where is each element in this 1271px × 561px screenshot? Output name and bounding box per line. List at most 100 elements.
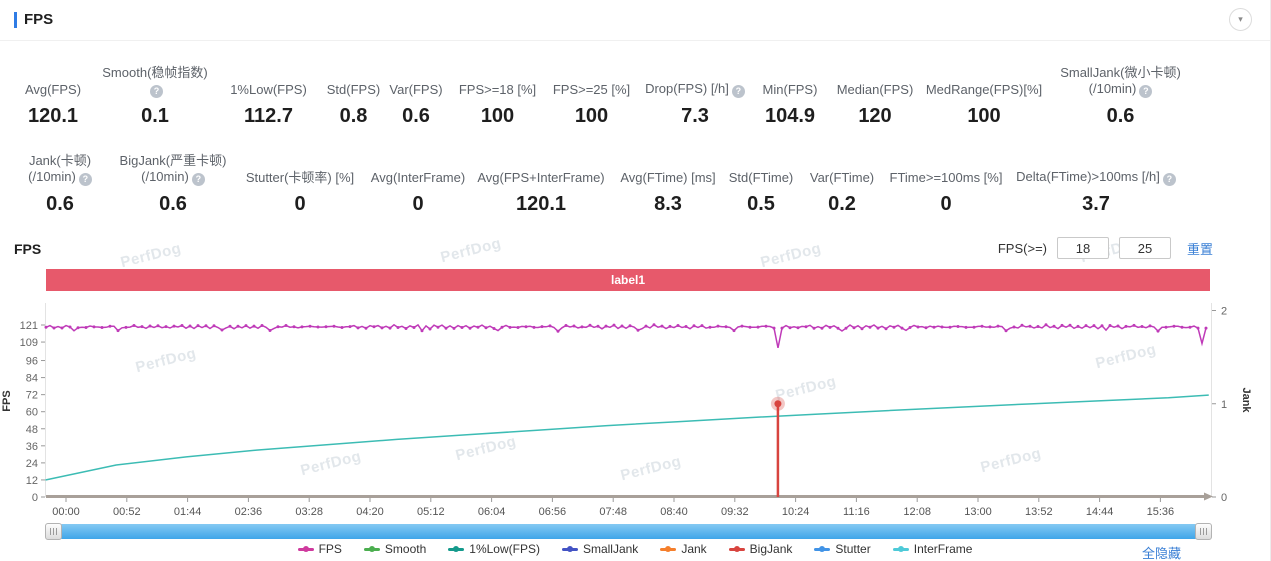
metric-cell: Jank(卡顿) (/10min)? 0.6 (8, 150, 112, 216)
panel-header: FPS ▾ (0, 0, 1270, 41)
metric-label: 1%Low(FPS) (230, 82, 307, 97)
legend-item-bigjank[interactable]: BigJank (728, 542, 793, 556)
legend-item-jank[interactable]: Jank (660, 542, 707, 556)
scrollbar-left-handle[interactable] (45, 523, 62, 540)
svg-text:72: 72 (26, 390, 38, 402)
legend-label: BigJank (749, 542, 793, 556)
svg-text:13:00: 13:00 (964, 506, 992, 518)
reset-link[interactable]: 重置 (1186, 241, 1213, 257)
metric-label: MedRange(FPS)[%] (925, 82, 1043, 97)
metric-value: 0.6 (46, 193, 74, 215)
metric-cell: Avg(FTime) [ms] 8.3 (612, 150, 724, 216)
metric-value: 7.3 (681, 105, 709, 127)
svg-text:10:24: 10:24 (782, 506, 810, 518)
metric-value: 120.1 (515, 193, 567, 215)
svg-text:109: 109 (20, 337, 38, 349)
legend-dot-icon (665, 546, 672, 552)
metric-cell: FPS>=18 [%] 100 (450, 62, 545, 128)
fps-threshold-input-2[interactable] (1118, 237, 1171, 259)
scrollbar-track[interactable] (61, 524, 1196, 539)
fps-threshold-filter: FPS(>=) 重置 (998, 237, 1213, 259)
svg-text:06:04: 06:04 (478, 506, 506, 518)
metric-cell: Avg(InterFrame) 0 (366, 150, 470, 216)
svg-text:1: 1 (1221, 399, 1227, 411)
svg-text:00:52: 00:52 (113, 506, 141, 518)
metric-label: Drop(FPS) [/h]? (645, 62, 745, 98)
legend-dot-icon (819, 546, 826, 552)
metric-label: Avg(InterFrame) (370, 170, 466, 185)
legend-dot-icon (566, 546, 573, 552)
help-icon[interactable]: ? (78, 173, 92, 186)
legend-label: Stutter (835, 542, 871, 556)
perfdog-watermark: PerfDog (298, 447, 363, 480)
metric-cell: 1%Low(FPS) 112.7 (212, 62, 325, 128)
help-icon[interactable]: ? (1139, 85, 1153, 98)
legend-marker (448, 546, 465, 552)
svg-text:15:36: 15:36 (1147, 506, 1175, 518)
legend-marker (561, 546, 578, 552)
legend-item-smooth[interactable]: Smooth (363, 542, 427, 556)
metric-cell: Avg(FPS+InterFrame) 120.1 (470, 150, 612, 216)
hide-all-link[interactable]: 全隐藏 (1141, 546, 1181, 561)
svg-text:14:44: 14:44 (1086, 506, 1114, 518)
metric-value: 0.6 (1106, 105, 1135, 127)
metric-cell: Smooth(稳帧指数)? 0.1 (98, 62, 212, 128)
metric-value: 0.1 (141, 105, 169, 127)
metric-cell: Var(FTime) 0.2 (798, 150, 886, 216)
legend-label: Smooth (384, 542, 427, 556)
legend-dot-icon (453, 546, 460, 552)
legend-item-stutter[interactable]: Stutter (814, 542, 871, 556)
legend-item-fps[interactable]: FPS (297, 542, 342, 556)
label-bar-text: label1 (610, 273, 646, 287)
legend-item-interframe[interactable]: InterFrame (892, 542, 972, 556)
svg-text:Jank: Jank (1240, 387, 1252, 413)
svg-text:12:08: 12:08 (903, 506, 931, 518)
metric-value: 0.6 (402, 105, 430, 127)
svg-text:04:20: 04:20 (356, 506, 384, 518)
metric-cell: BigJank(严重卡顿) (/10min)? 0.6 (112, 150, 234, 216)
svg-text:07:48: 07:48 (599, 506, 627, 518)
legend-marker (363, 546, 380, 552)
svg-text:09:32: 09:32 (721, 506, 749, 518)
help-icon[interactable]: ? (731, 85, 745, 98)
perfdog-watermark: PerfDog (773, 372, 838, 405)
svg-text:36: 36 (26, 441, 38, 453)
legend-item-smalljank[interactable]: SmallJank (561, 542, 638, 556)
legend-dot-icon (368, 546, 375, 552)
scrollbar-right-handle[interactable] (1195, 523, 1212, 540)
chart-legend: FPS Smooth 1%Low(FPS) SmallJank Jank BigJank S… (0, 542, 1270, 556)
metric-label: Stutter(卡顿率) [%] (245, 170, 355, 185)
metric-value: 112.7 (244, 105, 293, 127)
metric-cell: MedRange(FPS)[%] 100 (922, 62, 1046, 128)
metric-cell: FPS>=25 [%] 100 (545, 62, 638, 128)
svg-text:24: 24 (26, 458, 38, 470)
legend-label: 1%Low(FPS) (469, 542, 540, 556)
legend-label: FPS (318, 542, 342, 556)
metric-value: 100 (480, 105, 515, 127)
metric-cell: Var(FPS) 0.6 (382, 62, 450, 128)
svg-text:06:56: 06:56 (539, 506, 567, 518)
chart-scrollbar (45, 523, 1212, 540)
fps-threshold-input-1[interactable] (1056, 237, 1109, 259)
svg-text:05:12: 05:12 (417, 506, 445, 518)
metric-cell: Delta(FTime)>100ms [/h]? 3.7 (1006, 150, 1186, 216)
chevron-down-icon: ▾ (1238, 14, 1243, 24)
metric-value: 100 (574, 105, 609, 127)
metric-value: 0.6 (159, 193, 187, 215)
perfdog-watermark: PerfDog (118, 239, 183, 272)
svg-text:0: 0 (1221, 492, 1227, 504)
help-icon[interactable]: ? (1162, 173, 1176, 186)
svg-text:121: 121 (20, 320, 38, 332)
metric-label: Var(FPS) (389, 82, 443, 97)
help-icon[interactable]: ? (150, 85, 163, 98)
metric-value: 0.8 (339, 105, 368, 127)
metric-value: 120.1 (27, 105, 79, 127)
collapse-button[interactable]: ▾ (1229, 8, 1252, 31)
legend-marker (660, 546, 677, 552)
legend-item-1-low-fps-[interactable]: 1%Low(FPS) (448, 542, 540, 556)
metric-label: Median(FPS) (836, 82, 914, 97)
help-icon[interactable]: ? (191, 173, 205, 186)
metric-label: Std(FPS) (326, 82, 381, 97)
